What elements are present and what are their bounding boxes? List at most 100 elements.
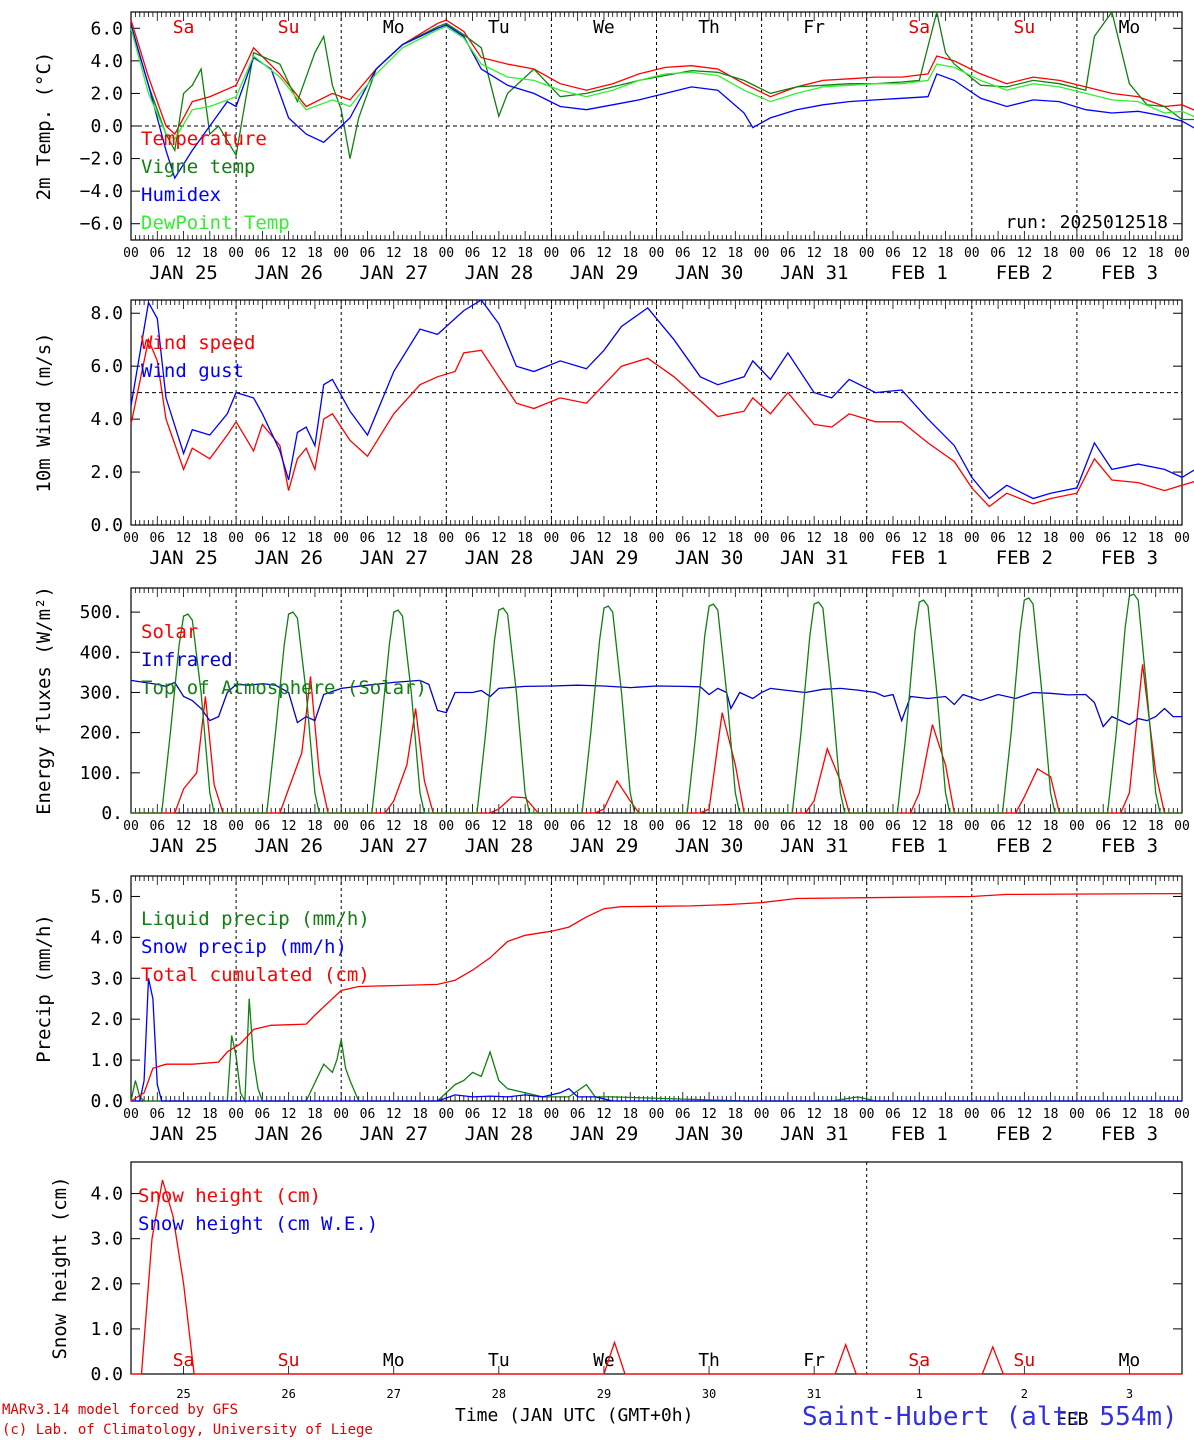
hour-label: 12	[386, 1107, 402, 1122]
hour-label: 00	[228, 1107, 244, 1122]
hour-label: 00	[1069, 246, 1085, 261]
hour-label: 06	[465, 246, 481, 261]
hour-label: 18	[412, 819, 428, 834]
y-axis-label: 2m Temp. (°C)	[33, 52, 55, 201]
hour-label: 12	[596, 246, 612, 261]
hour-label: 18	[1148, 1107, 1164, 1122]
hour-label: 12	[1017, 1107, 1033, 1122]
date-label: JAN 27	[359, 1123, 428, 1145]
day-number-label: 27	[387, 1387, 401, 1401]
hour-label: 18	[1148, 246, 1164, 261]
weekday-label: Su	[1014, 17, 1036, 38]
date-label: JAN 31	[780, 547, 849, 569]
hour-label: 12	[806, 531, 822, 546]
legend-entry: Wind gust	[141, 360, 244, 382]
hour-label: 06	[360, 1107, 376, 1122]
y-tick-label: 500.	[80, 602, 123, 623]
hour-label: 18	[202, 531, 218, 546]
date-label: JAN 28	[465, 262, 534, 284]
hour-label: 06	[990, 246, 1006, 261]
weekday-label: Sa	[173, 17, 195, 38]
hour-label: 06	[990, 1107, 1006, 1122]
hour-label: 06	[1095, 246, 1111, 261]
y-tick-label: 300.	[80, 682, 123, 703]
hour-label: 06	[149, 819, 165, 834]
date-label: JAN 26	[254, 547, 323, 569]
legend-entry: Top of Atmosphere (Solar)	[141, 677, 427, 699]
weekday-label: Su	[278, 1350, 300, 1371]
model-credits: MARv3.14 model forced by GFS (c) Lab. of…	[2, 1400, 373, 1440]
lab-credit-line: (c) Lab. of Climatology, University of L…	[2, 1422, 373, 1438]
legend-entry: Snow height (cm)	[138, 1185, 321, 1207]
day-number-label: 31	[807, 1387, 821, 1401]
hour-label: 12	[491, 1107, 507, 1122]
hour-label: 18	[517, 246, 533, 261]
run-label: run: 2025012518	[1005, 212, 1168, 233]
date-label: JAN 29	[570, 262, 639, 284]
hour-label: 00	[544, 819, 560, 834]
hour-label: 06	[149, 246, 165, 261]
weekday-label: Sa	[173, 1350, 195, 1371]
hour-label: 12	[701, 531, 717, 546]
hour-label: 00	[859, 531, 875, 546]
y-tick-label: 3.0	[90, 1229, 123, 1250]
hour-label: 18	[622, 819, 638, 834]
date-label: JAN 29	[570, 547, 639, 569]
hour-label: 18	[1148, 819, 1164, 834]
legend-entry: Temperature	[141, 128, 267, 150]
hour-label: 18	[727, 246, 743, 261]
hour-label: 18	[622, 246, 638, 261]
legend-entry: Vigne temp	[141, 156, 255, 178]
series-line-temperature	[130, 19, 1194, 136]
hour-label: 12	[806, 819, 822, 834]
hour-label: 00	[964, 246, 980, 261]
date-label: JAN 25	[149, 547, 218, 569]
hour-label: 12	[281, 246, 297, 261]
hour-label: 06	[570, 246, 586, 261]
hour-label: 00	[544, 531, 560, 546]
series-line-humidex	[130, 24, 1194, 180]
hour-label: 00	[1174, 819, 1190, 834]
time-axis-title: Time (JAN UTC (GMT+0h)	[455, 1405, 694, 1426]
hour-label: 00	[333, 1107, 349, 1122]
y-axis-label: Energy fluxes (W/m²)	[33, 586, 55, 815]
hour-label: 00	[438, 1107, 454, 1122]
hour-label: 00	[333, 819, 349, 834]
hour-label: 18	[727, 819, 743, 834]
weekday-label: Fr	[803, 17, 825, 38]
hour-label: 06	[360, 531, 376, 546]
hour-label: 00	[964, 819, 980, 834]
hour-label: 00	[544, 246, 560, 261]
y-tick-label: 6.0	[90, 18, 123, 39]
hour-label: 12	[1017, 819, 1033, 834]
series-line-snow-precip-mm-h-	[131, 978, 1182, 1102]
hour-label: 00	[754, 531, 770, 546]
station-name: Saint-Hubert (alt: 554m)	[802, 1402, 1178, 1432]
hour-label: 18	[307, 246, 323, 261]
weekday-label: Tu	[488, 1350, 510, 1371]
date-label: FEB 2	[996, 1123, 1053, 1145]
date-label: FEB 1	[891, 262, 948, 284]
date-label: JAN 26	[254, 1123, 323, 1145]
hour-label: 06	[780, 531, 796, 546]
hour-label: 18	[1043, 531, 1059, 546]
series-line-liquid-precip-mm-h-	[130, 998, 1182, 1104]
day-number-label: 28	[492, 1387, 506, 1401]
hour-label: 06	[570, 1107, 586, 1122]
weekday-label: Sa	[908, 1350, 930, 1371]
hour-label: 18	[727, 1107, 743, 1122]
hour-label: 18	[307, 531, 323, 546]
hour-label: 06	[255, 531, 271, 546]
y-tick-label: 5.0	[90, 886, 123, 907]
hour-label: 18	[202, 819, 218, 834]
hour-label: 00	[438, 819, 454, 834]
hour-label: 12	[176, 246, 192, 261]
hour-label: 18	[202, 246, 218, 261]
hour-label: 18	[833, 1107, 849, 1122]
hour-label: 18	[1043, 246, 1059, 261]
series-line-total-cumulated-cm-	[130, 892, 1183, 1102]
legend-entry: Wind speed	[141, 332, 255, 354]
y-tick-label: 0.0	[90, 116, 123, 137]
hour-label: 00	[1069, 1107, 1085, 1122]
hour-label: 18	[938, 819, 954, 834]
